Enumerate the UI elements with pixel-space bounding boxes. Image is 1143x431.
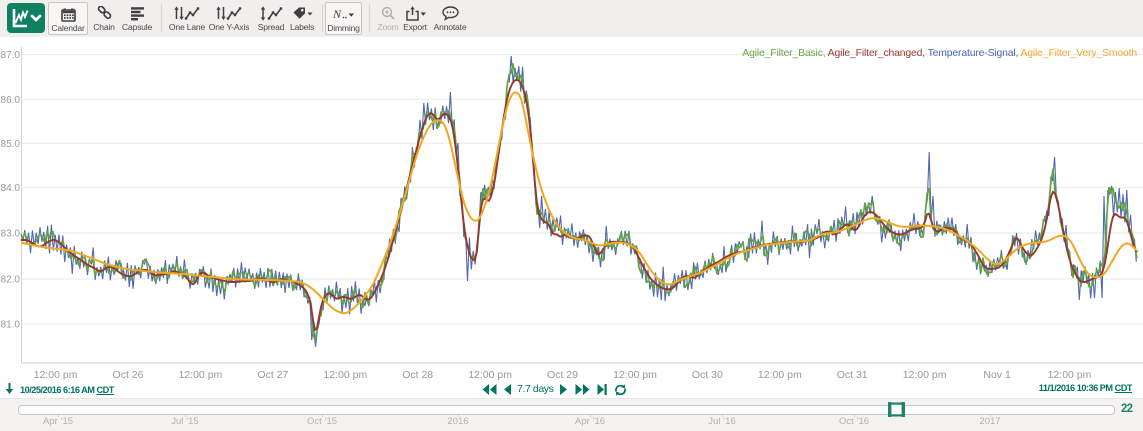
svg-text:N: N <box>333 7 342 21</box>
svg-text:82.0: 82.0 <box>1 275 21 286</box>
svg-text:83.0: 83.0 <box>1 229 21 240</box>
svg-text:Oct 29: Oct 29 <box>547 369 578 381</box>
svg-text:81.0: 81.0 <box>1 320 21 331</box>
svg-text:12:00 pm: 12:00 pm <box>323 369 367 381</box>
svg-text:Agile_Filter_Basic, Agile_Filt: Agile_Filter_Basic, Agile_Filter_changed… <box>742 48 1137 59</box>
svg-text:Nov 1: Nov 1 <box>983 369 1011 381</box>
svg-text:Oct 31: Oct 31 <box>837 369 868 381</box>
svg-text:Oct 28: Oct 28 <box>402 369 433 381</box>
svg-text:12:00 pm: 12:00 pm <box>468 369 512 381</box>
svg-text:12:00 pm: 12:00 pm <box>179 369 223 381</box>
svg-text:12:00 pm: 12:00 pm <box>613 369 657 381</box>
svg-text:Oct 26: Oct 26 <box>113 369 144 381</box>
svg-text:Oct 30: Oct 30 <box>692 369 723 381</box>
svg-text:85.0: 85.0 <box>1 139 21 150</box>
svg-text:Oct 27: Oct 27 <box>257 369 288 381</box>
svg-text:87.0: 87.0 <box>1 50 21 61</box>
svg-text:12:00 pm: 12:00 pm <box>34 369 78 381</box>
svg-text:86.0: 86.0 <box>1 95 21 106</box>
svg-text:84.0: 84.0 <box>1 183 21 194</box>
svg-text:12:00 pm: 12:00 pm <box>903 369 947 381</box>
svg-text:12:00 pm: 12:00 pm <box>758 369 802 381</box>
svg-text:12:00 pm: 12:00 pm <box>1048 369 1092 381</box>
